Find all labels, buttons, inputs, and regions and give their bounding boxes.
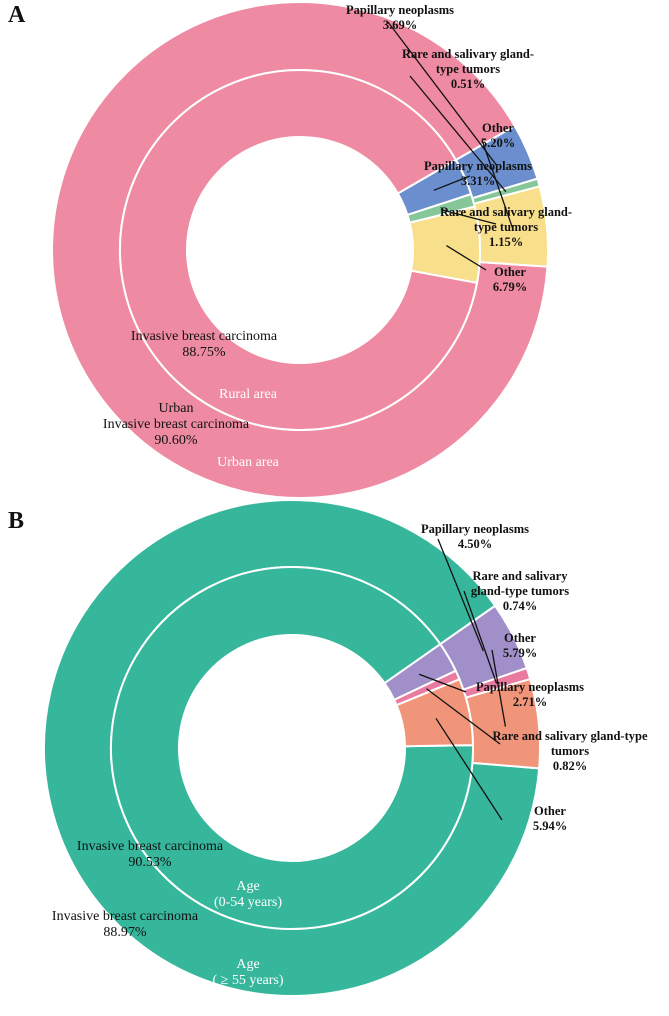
inner-ring-name-line: Rural area xyxy=(219,387,278,402)
inner-slice-other xyxy=(408,205,482,284)
outer-label-invasive-breast-carcinoma-line: 88.97% xyxy=(103,925,147,940)
outer-label-invasive-breast-carcinoma-line: Invasive breast carcinoma xyxy=(52,909,199,924)
outer-label-other: Other 5.79% xyxy=(503,631,537,660)
inner-label-invasive-breast-carcinoma-line: Invasive breast carcinoma xyxy=(77,839,224,854)
outer-leader-papillary-neoplasms xyxy=(387,21,497,166)
inner-leader-other xyxy=(435,718,503,821)
outer-label-rare-and-salivary-gland-type-tumors-line: Rare and salivary xyxy=(473,569,569,583)
outer-label-rare-and-salivary-gland-type-tumors-line: 0.51% xyxy=(451,77,485,91)
inner-slice-invasive-breast-carcinoma xyxy=(110,566,474,930)
inner-ring-name-line: Age xyxy=(236,879,259,894)
outer-label-invasive-breast-carcinoma-line: Urban xyxy=(159,401,194,416)
outer-label-papillary-neoplasms-line: Papillary neoplasms xyxy=(421,522,529,536)
inner-label-invasive-breast-carcinoma: Invasive breast carcinoma 88.75% xyxy=(131,329,278,360)
inner-label-invasive-breast-carcinoma: Invasive breast carcinoma 90.53% xyxy=(77,839,224,870)
inner-label-other-line: 6.79% xyxy=(493,280,527,294)
outer-label-invasive-breast-carcinoma-line: 90.60% xyxy=(154,433,198,448)
inner-label-rare-and-salivary-gland-type-tumors-line: type tumors xyxy=(474,220,538,234)
inner-ring-name: Age (0-54 years) xyxy=(214,879,282,910)
outer-leader-other xyxy=(491,649,507,727)
inner-label-other-line: 5.94% xyxy=(533,819,567,833)
outer-label-rare-and-salivary-gland-type-tumors-line: type tumors xyxy=(436,62,500,76)
outer-label-papillary-neoplasms: Papillary neoplasms 3.69% xyxy=(346,3,454,32)
outer-leader-rare-and-salivary-gland-type-tumors xyxy=(463,590,498,684)
inner-label-papillary-neoplasms-line: Papillary neoplasms xyxy=(424,159,532,173)
inner-label-papillary-neoplasms-line: 2.71% xyxy=(513,695,547,709)
outer-leader-papillary-neoplasms xyxy=(437,538,484,652)
inner-label-invasive-breast-carcinoma-line: 88.75% xyxy=(182,345,226,360)
outer-label-invasive-breast-carcinoma-line: Invasive breast carcinoma xyxy=(103,417,250,432)
outer-label-other-line: Other xyxy=(504,631,536,645)
panel-label: A xyxy=(8,2,26,28)
inner-leader-rare-and-salivary-gland-type-tumors xyxy=(440,208,497,225)
inner-label-papillary-neoplasms-line: Papillary neoplasms xyxy=(476,680,584,694)
outer-leader-rare-and-salivary-gland-type-tumors xyxy=(409,75,507,193)
outer-label-invasive-breast-carcinoma: Urban Invasive breast carcinoma 90.60% xyxy=(103,401,250,448)
inner-label-rare-and-salivary-gland-type-tumors-line: 1.15% xyxy=(489,235,523,249)
outer-label-rare-and-salivary-gland-type-tumors: Rare and salivary gland-type tumors 0.74% xyxy=(471,569,569,613)
outer-label-papillary-neoplasms: Papillary neoplasms 4.50% xyxy=(421,522,529,551)
chart-panel-a: A xyxy=(8,1,549,499)
inner-label-rare-and-salivary-gland-type-tumors: Rare and salivary gland-type tumors 0.82% xyxy=(493,729,648,773)
inner-label-rare-and-salivary-gland-type-tumors-line: Rare and salivary gland- xyxy=(440,205,572,219)
inner-leader-other xyxy=(446,245,487,271)
outer-label-invasive-breast-carcinoma: Invasive breast carcinoma 88.97% xyxy=(52,909,199,940)
inner-label-other: Other 6.79% xyxy=(493,265,527,294)
inner-ring-name-line: (0-54 years) xyxy=(214,895,282,910)
inner-label-other-line: Other xyxy=(494,265,526,279)
outer-leader-other xyxy=(481,139,514,230)
outer-ring-name-line: Age xyxy=(236,957,259,972)
outer-label-other-line: 5.79% xyxy=(503,646,537,660)
inner-leader-rare-and-salivary-gland-type-tumors xyxy=(426,688,501,745)
inner-label-rare-and-salivary-gland-type-tumors-line: 0.82% xyxy=(553,759,587,773)
outer-ring-name: Urban area xyxy=(217,455,280,470)
chart-panel-b: B xyxy=(8,499,541,997)
outer-label-rare-and-salivary-gland-type-tumors-line: gland-type tumors xyxy=(471,584,569,598)
outer-label-rare-and-salivary-gland-type-tumors-line: Rare and salivary gland- xyxy=(402,47,534,61)
inner-leader-papillary-neoplasms xyxy=(433,175,471,191)
inner-label-papillary-neoplasms: Papillary neoplasms 2.71% xyxy=(476,680,584,709)
outer-label-papillary-neoplasms-line: Papillary neoplasms xyxy=(346,3,454,17)
outer-label-other-line: Other xyxy=(482,121,514,135)
outer-label-papillary-neoplasms-line: 3.69% xyxy=(383,18,417,32)
inner-label-rare-and-salivary-gland-type-tumors: Rare and salivary gland-type tumors 1.15% xyxy=(440,205,572,249)
outer-label-rare-and-salivary-gland-type-tumors: Rare and salivary gland-type tumors 0.51% xyxy=(402,47,534,91)
outer-label-other: Other 5.20% xyxy=(481,121,515,150)
inner-label-papillary-neoplasms-line: 3.31% xyxy=(461,174,495,188)
inner-label-other-line: Other xyxy=(534,804,566,818)
inner-label-invasive-breast-carcinoma-line: 90.53% xyxy=(128,855,172,870)
inner-label-papillary-neoplasms: Papillary neoplasms 3.31% xyxy=(424,159,532,188)
outer-label-papillary-neoplasms-line: 4.50% xyxy=(458,537,492,551)
inner-slice-other xyxy=(395,678,474,748)
inner-leader-papillary-neoplasms xyxy=(418,673,467,693)
inner-ring-name: Rural area xyxy=(219,387,278,402)
inner-label-rare-and-salivary-gland-type-tumors-line: Rare and salivary gland-type xyxy=(493,729,648,743)
outer-ring-name-line: ( ≥ 55 years) xyxy=(212,973,283,988)
panel-label: B xyxy=(8,508,24,534)
inner-slice-invasive-breast-carcinoma xyxy=(119,69,479,431)
outer-label-rare-and-salivary-gland-type-tumors-line: 0.74% xyxy=(503,599,537,613)
outer-ring-name: Age( ≥ 55 years) xyxy=(212,957,283,988)
inner-label-invasive-breast-carcinoma-line: Invasive breast carcinoma xyxy=(131,329,278,344)
outer-label-other-line: 5.20% xyxy=(481,136,515,150)
inner-label-other: Other 5.94% xyxy=(533,804,567,833)
inner-label-rare-and-salivary-gland-type-tumors-line: tumors xyxy=(551,744,589,758)
outer-ring-name-line: Urban area xyxy=(217,455,280,470)
